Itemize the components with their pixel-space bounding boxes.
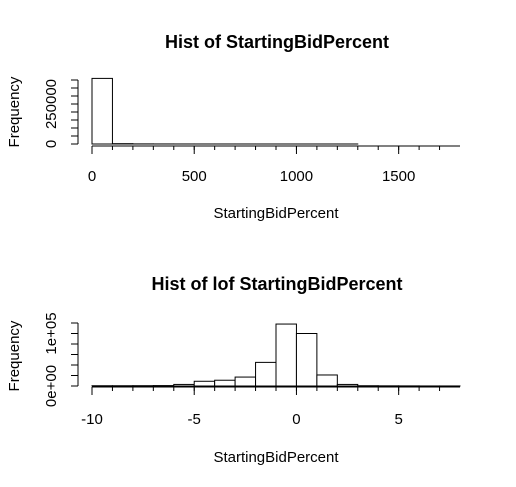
chart2-y-tick-label: 1e+05 [43, 312, 60, 354]
chart1-y-tick-label: 0 [43, 140, 60, 148]
chart2-bar-12 [336, 383, 359, 387]
chart2-x-tick-label: -5 [188, 411, 201, 428]
chart2-bar-10 [295, 333, 318, 387]
chart2-bar-9 [275, 323, 297, 387]
chart2-y-tick-label: 0e+00 [43, 365, 60, 407]
chart2-bar-4 [173, 383, 195, 387]
chart1-y-tick-label: 250000 [43, 79, 60, 129]
chart2-title: Hist of lof StartingBidPercent [151, 274, 402, 294]
chart2-bar-7 [234, 376, 257, 387]
chart1-x-tick-label: 1000 [280, 168, 313, 185]
chart2-x-tick-label: -10 [81, 411, 103, 428]
chart1-plot: 0 500 1000 1500 0 250000 [43, 77, 460, 185]
chart2-bar-6 [214, 379, 236, 387]
chart2-x-tick-label: 5 [394, 411, 402, 428]
chart1-title: Hist of StartingBidPercent [165, 32, 389, 52]
chart2-x-tick-label: 0 [292, 411, 300, 428]
chart1-x-tick-label: 0 [88, 168, 96, 185]
chart2-bar-5 [193, 380, 216, 387]
chart1-x-tick-label: 500 [182, 168, 207, 185]
chart1-xlabel: StartingBidPercent [213, 205, 339, 222]
chart1-ylabel: Frequency [6, 76, 23, 147]
chart1-bar-0 [91, 77, 113, 145]
chart2-ylabel: Frequency [6, 320, 23, 391]
chart2-bar-8 [255, 361, 277, 387]
chart2-bar-11 [316, 374, 338, 387]
chart2-xlabel: StartingBidPercent [213, 449, 339, 466]
chart1-x-tick-label: 1500 [382, 168, 415, 185]
chart2-plot: -10 -5 0 5 0e+00 1e+05 [43, 312, 461, 428]
